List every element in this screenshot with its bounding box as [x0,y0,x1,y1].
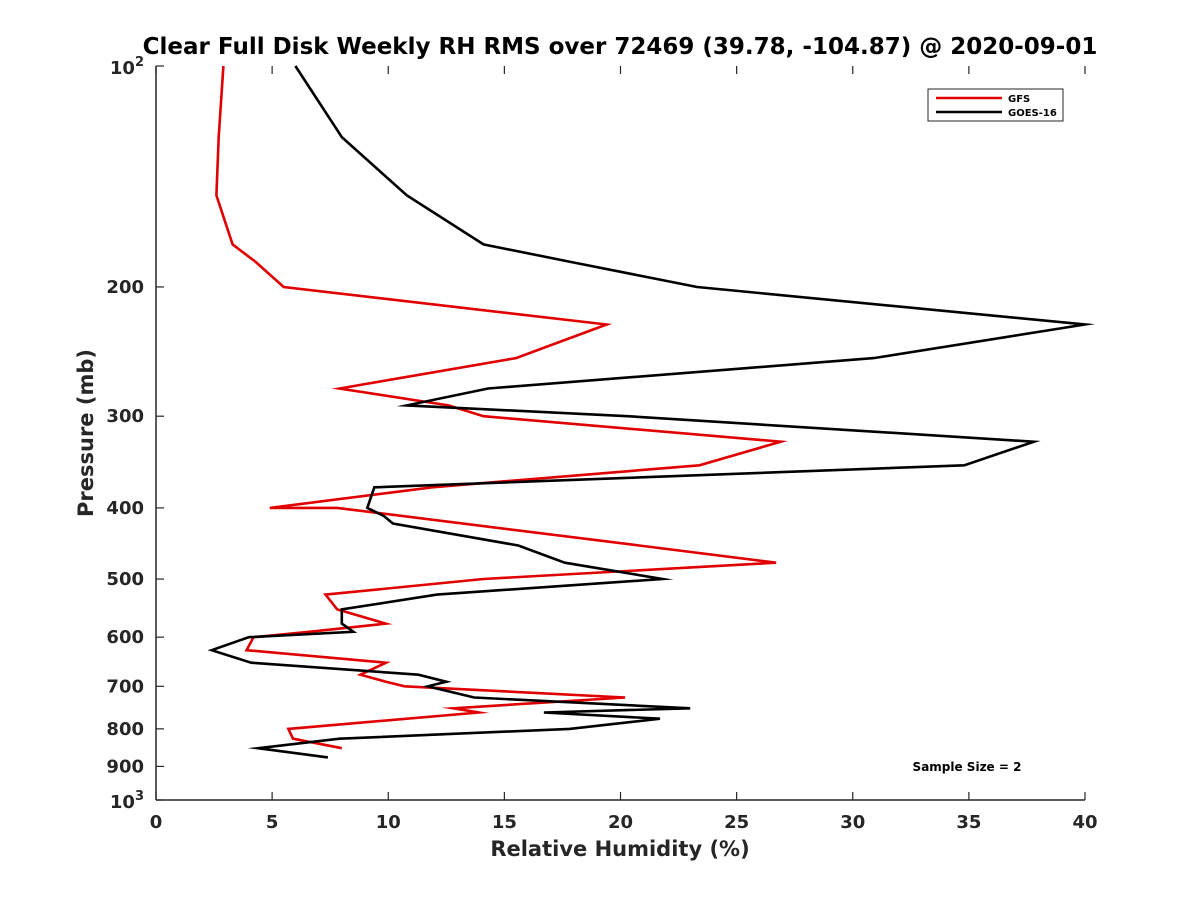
y-tick-label: 800 [106,719,144,740]
x-tick-label: 35 [956,812,981,833]
y-tick-label: 200 [106,277,144,298]
x-ticks: 0 5 10 15 20 25 30 35 40 [150,66,1098,833]
y-tick-label: 102 [110,55,144,79]
x-tick-label: 0 [150,812,163,833]
y-axis-label: Pressure (mb) [74,349,98,517]
legend-label: GOES-16 [1008,108,1057,119]
legend-label: GFS [1008,94,1030,105]
x-tick-label: 40 [1072,812,1097,833]
chart-title: Clear Full Disk Weekly RH RMS over 72469… [143,34,1098,60]
y-tick-label: 900 [106,756,144,777]
sample-size-annotation: Sample Size = 2 [913,760,1022,774]
y-tick-label: 300 [106,406,144,427]
x-tick-label: 30 [840,812,865,833]
x-tick-label: 10 [376,812,401,833]
y-tick-label: 500 [106,569,144,590]
y-tick-label-base: 10 [110,792,135,813]
x-tick-label: 15 [492,812,517,833]
series-line-goes-16 [207,65,1096,759]
y-tick-label: 103 [110,789,144,813]
series-line-gfs [215,65,788,750]
y-tick-label: 400 [106,498,144,519]
y-tick-label-exponent: 2 [135,55,144,70]
y-tick-label-exponent: 3 [135,789,144,804]
x-axis-label: Relative Humidity (%) [490,837,749,861]
x-tick-label: 25 [724,812,749,833]
series-lines [207,65,1096,759]
x-tick-label: 20 [608,812,633,833]
y-tick-label: 600 [106,627,144,648]
y-tick-label-base: 10 [110,58,135,79]
y-tick-label: 700 [106,676,144,697]
legend-box [927,88,1064,122]
x-tick-label: 5 [266,812,279,833]
axes [155,66,1085,801]
legend: GFS GOES-16 [927,88,1064,122]
